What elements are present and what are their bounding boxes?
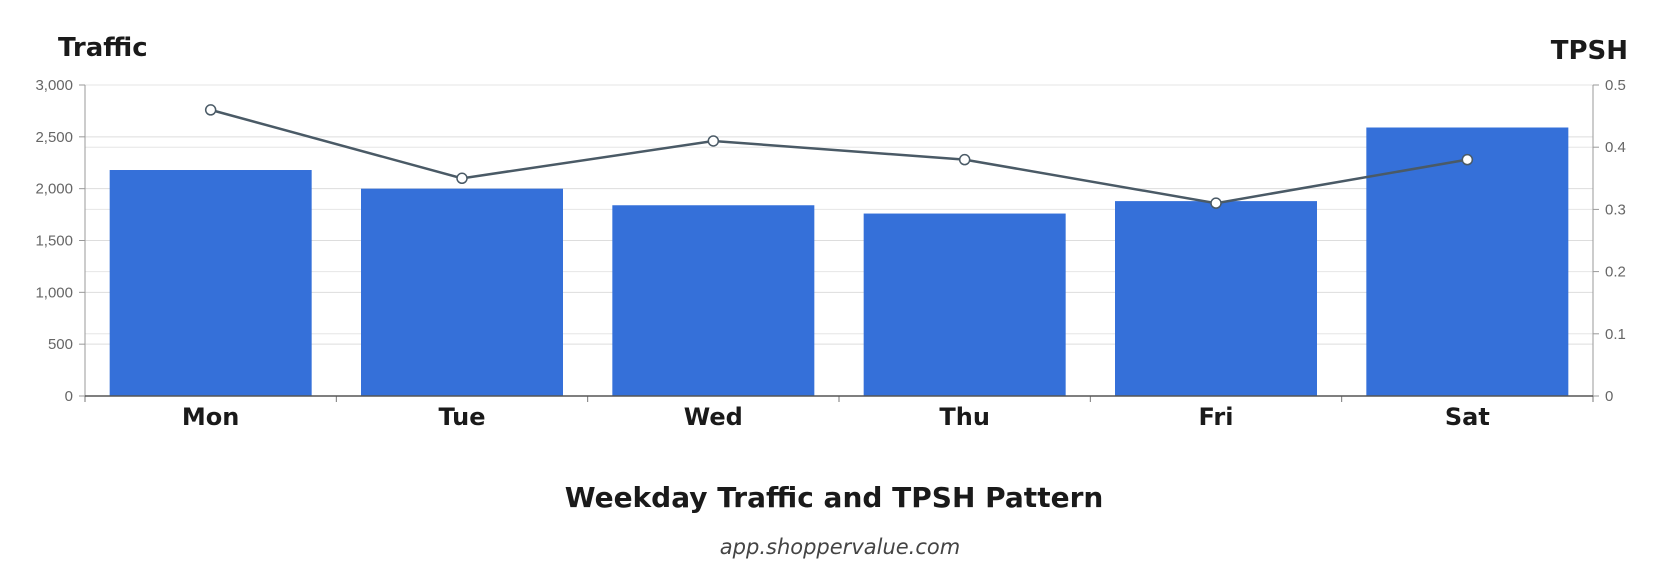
traffic-bar [361, 188, 563, 396]
left-tick-label: 500 [48, 336, 73, 353]
x-category-label: Tue [438, 403, 485, 431]
traffic-bar [612, 205, 815, 396]
tpsh-line [204, 104, 1474, 209]
left-tick-label: 3,000 [35, 77, 73, 94]
right-axis-title: TPSH [1551, 36, 1628, 66]
x-category-label: Sat [1445, 403, 1490, 431]
x-category-label: Fri [1199, 403, 1234, 431]
right-tick-label: 0.1 [1605, 326, 1626, 343]
right-tick-label: 0.4 [1605, 139, 1626, 156]
gridlines [79, 84, 1599, 402]
right-tick-label: 0.5 [1605, 77, 1626, 94]
left-tick-label: 2,500 [35, 129, 73, 146]
traffic-bar [1366, 127, 1569, 397]
axis-labels: 0 500 1,000 1,500 2,000 2,500 3,000 0 0.1 0.2 0.3 0… [35, 77, 1625, 431]
left-tick-label: 1,500 [35, 233, 73, 250]
x-category-label: Thu [939, 403, 990, 431]
traffic-bar [863, 213, 1066, 396]
tpsh-point [1210, 197, 1222, 209]
traffic-bars [109, 127, 1569, 397]
tpsh-point [204, 104, 217, 116]
x-category-label: Wed [684, 403, 743, 431]
tpsh-line-path [210, 108, 1468, 205]
tpsh-point [1461, 153, 1474, 166]
traffic-bar [109, 170, 312, 396]
left-axis-title: Traffic [58, 33, 148, 63]
tpsh-point [707, 135, 720, 147]
tpsh-point [456, 172, 468, 185]
left-tick-label: 0 [65, 388, 73, 405]
traffic-bar [1115, 201, 1317, 396]
right-tick-label: 0.3 [1605, 201, 1626, 218]
axes [84, 85, 1594, 397]
tpsh-point [958, 153, 971, 166]
x-category-label: Mon [182, 403, 239, 431]
left-tick-label: 2,000 [35, 181, 73, 198]
right-tick-label: 0.2 [1605, 264, 1626, 281]
left-tick-label: 1,000 [35, 284, 73, 301]
chart-subtitle: app.shoppervalue.com [720, 535, 960, 559]
right-tick-label: 0 [1605, 388, 1613, 405]
chart-title: Weekday Traffic and TPSH Pattern [565, 481, 1104, 514]
